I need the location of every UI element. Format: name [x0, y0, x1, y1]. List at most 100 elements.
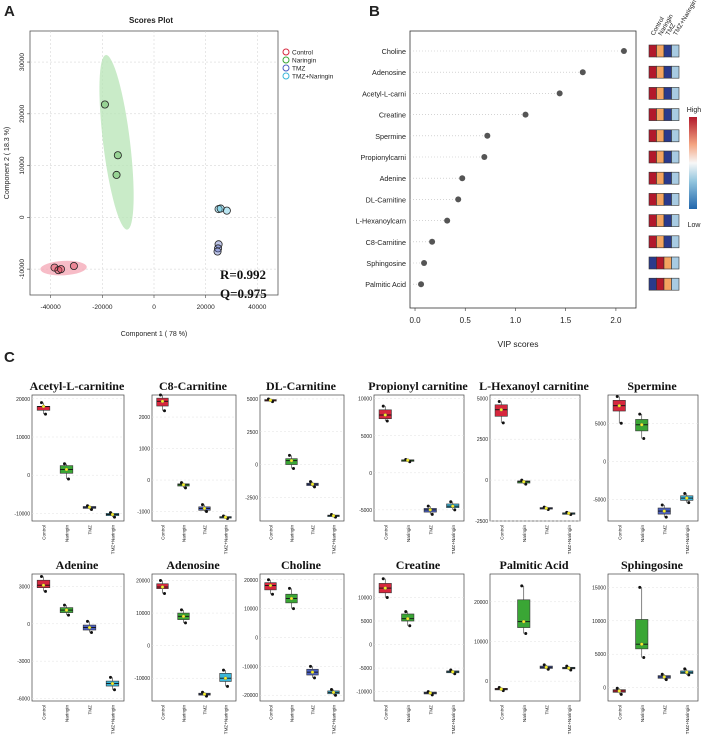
vip-heat-cell — [656, 193, 665, 206]
vip-heat-cell — [656, 108, 665, 121]
boxplot-frame — [373, 394, 465, 522]
vip-heat-cell — [663, 44, 672, 58]
box-mean-marker — [383, 586, 387, 590]
boxplot-y-tick-label: 2500 — [247, 430, 258, 436]
box-outlier-point — [520, 584, 524, 588]
boxplot-x-tick-label: Naringin — [640, 525, 645, 543]
boxplot-frame — [151, 573, 237, 702]
vip-heat-cell — [663, 193, 672, 206]
vip-plot-frame — [409, 30, 637, 309]
boxplot-y-tick-label: 0 — [485, 478, 488, 484]
box-outlier-point — [205, 510, 208, 514]
vip-heat-cell — [648, 277, 657, 291]
boxplot-title: C8-Carnitine — [159, 379, 228, 393]
box-outlier-point — [426, 504, 430, 508]
box-mean-marker — [450, 670, 455, 674]
boxplot-y-tick-label: -2500 — [475, 519, 488, 525]
boxplot-title: L-Hexanoyl carnitine — [479, 379, 589, 393]
vip-heat-cell — [671, 87, 680, 100]
box-outlier-point — [313, 676, 316, 680]
boxplot-y-tick-label: 1000 — [139, 447, 150, 453]
box-outlier-point — [184, 621, 187, 625]
scores-x-tick-label: 20000 — [197, 304, 215, 311]
vip-heat-cell — [671, 44, 680, 58]
boxplot-y-tick-label: -5000 — [359, 508, 372, 514]
vip-point — [522, 111, 529, 118]
box-mean-marker — [617, 689, 622, 693]
vip-heat-cell — [663, 214, 672, 227]
boxplot-x-tick-label: TMZ — [428, 525, 433, 535]
box-mean-marker — [160, 399, 165, 404]
box-outlier-point — [683, 492, 687, 496]
box-mean-marker — [310, 482, 315, 486]
box-outlier-point — [449, 500, 453, 504]
vip-heat-cell — [671, 193, 680, 206]
boxplot-x-tick-label: Naringin — [65, 525, 70, 543]
box-mean-marker — [289, 596, 294, 601]
vip-heat-cell — [663, 87, 672, 100]
box-mean-marker — [617, 403, 622, 408]
box-outlier-point — [683, 667, 687, 671]
box-outlier-point — [408, 624, 412, 628]
boxplot-y-tick-label: 20000 — [136, 579, 150, 585]
box-outlier-point — [267, 578, 270, 582]
boxplot-y-tick-label: 0 — [147, 478, 150, 484]
box-outlier-point — [638, 412, 642, 416]
box-mean-marker — [41, 583, 46, 587]
boxplot-y-tick-label: 2500 — [477, 437, 488, 443]
vip-heat-cell — [648, 193, 657, 206]
scores-y-tick-label: 30000 — [19, 53, 26, 71]
box-mean-marker — [405, 458, 410, 462]
boxplot-y-tick-label: 20000 — [16, 397, 30, 403]
boxplot-panel: Adenosine 20000 10000 0 -10000 Control Naringi… — [134, 558, 237, 734]
vip-feature-label: DL-Carnitine — [366, 195, 406, 204]
boxplot-x-tick-label: Control — [269, 525, 274, 540]
box-mean-marker — [685, 496, 689, 500]
box-mean-marker — [331, 690, 336, 695]
boxplot-x-tick-label: Naringin — [182, 705, 187, 723]
legend-swatch-control — [282, 48, 290, 56]
vip-heat-cell — [648, 235, 657, 249]
vip-feature-label: L-Hexanoylcarn — [356, 217, 406, 226]
boxplot-y-tick-label: 0 — [485, 679, 488, 685]
legend-swatch-tmz-naringin — [282, 72, 290, 80]
vip-heat-cell — [648, 256, 657, 270]
scores-y-tick-label: 10000 — [19, 156, 26, 174]
boxplot-frame — [259, 394, 345, 522]
box-outlier-point — [309, 664, 312, 668]
boxplot-x-tick-label: Naringin — [406, 705, 411, 723]
boxplot-x-tick-label: Naringin — [522, 705, 527, 723]
vip-point — [481, 154, 488, 160]
vip-heat-cell — [663, 65, 672, 79]
box-outlier-point — [313, 485, 316, 489]
score-point-tmz-naringin — [222, 206, 231, 215]
boxplot-frame — [31, 394, 125, 522]
vip-xlabel: VIP scores — [498, 339, 539, 349]
box-outlier-point — [288, 453, 291, 457]
box-outlier-point — [664, 678, 668, 682]
box-mean-marker — [202, 692, 207, 696]
boxplot-y-tick-label: 5000 — [477, 396, 488, 402]
boxplot-y-tick-label: -10000 — [14, 511, 30, 517]
box-mean-marker — [110, 512, 115, 517]
boxplot-x-tick-label: Control — [161, 525, 166, 540]
boxplot-x-tick-label: TMZ — [428, 705, 433, 715]
box-outlier-point — [180, 608, 183, 612]
boxplot-x-tick-label: TMZ — [203, 525, 208, 535]
boxplot-x-tick-label: TMZ — [311, 525, 316, 535]
panel-a-label: A — [4, 3, 15, 20]
boxplot-y-tick-label: 0 — [255, 463, 258, 469]
box-outlier-point — [180, 481, 183, 485]
box-outlier-point — [497, 400, 501, 404]
boxplot-panel: Creatine 10000 5000 0 -5000 -10000 Control Nari… — [356, 558, 465, 734]
box-outlier-point — [40, 574, 43, 578]
box-outlier-point — [619, 421, 623, 425]
boxplot-y-tick-label: 10000 — [592, 619, 606, 625]
box-outlier-point — [524, 632, 528, 636]
boxplot-x-tick-label: TMZ+Naringin — [685, 525, 690, 555]
boxplot-panel: Propionyl carnitine 10000 5000 0 -5000 Contro… — [358, 379, 468, 554]
boxplot-frame — [31, 573, 125, 702]
box-mean-marker — [181, 483, 186, 487]
box-outlier-point — [90, 508, 93, 512]
score-point-tmz — [214, 244, 223, 253]
